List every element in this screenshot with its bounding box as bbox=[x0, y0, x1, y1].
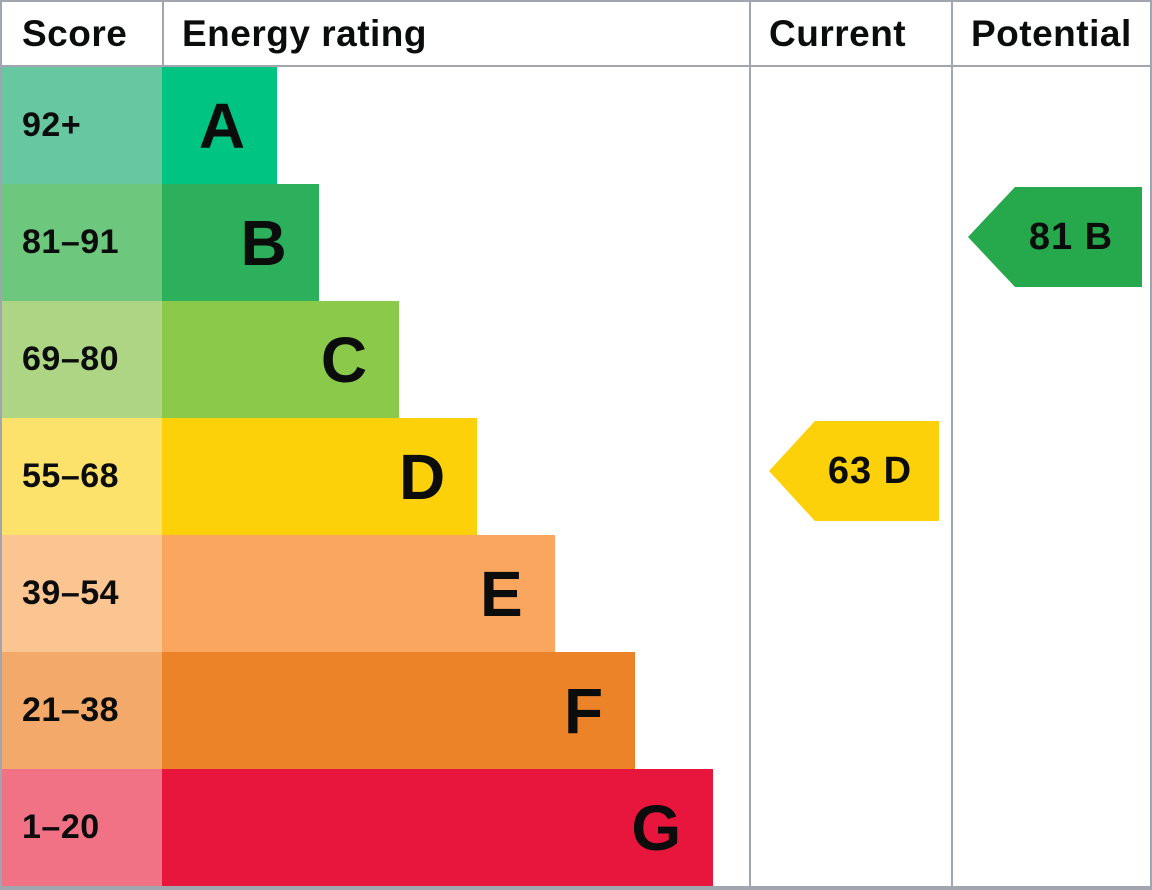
band-bar-cell: C bbox=[162, 301, 749, 418]
column-divider bbox=[951, 301, 953, 418]
column-divider bbox=[749, 301, 751, 418]
current-cell bbox=[751, 67, 951, 184]
header-score: Score bbox=[2, 2, 164, 65]
band-row-f: 21–38 F bbox=[2, 652, 1150, 769]
potential-cell bbox=[953, 535, 1150, 652]
band-bar-cell: E bbox=[162, 535, 749, 652]
column-divider bbox=[749, 184, 751, 301]
band-bar: C bbox=[162, 301, 400, 418]
band-row-b: 81–91 B 81 B bbox=[2, 184, 1150, 301]
band-bar-cell: G bbox=[162, 769, 749, 886]
band-row-e: 39–54 E bbox=[2, 535, 1150, 652]
band-bar: B bbox=[162, 184, 319, 301]
column-divider bbox=[951, 769, 953, 886]
band-score-cell: 39–54 bbox=[2, 535, 162, 652]
band-letter: F bbox=[564, 674, 604, 747]
band-letter: A bbox=[198, 89, 246, 162]
band-score-cell: 1–20 bbox=[2, 769, 162, 886]
header-current: Current bbox=[769, 12, 907, 54]
potential-cell bbox=[953, 418, 1150, 535]
column-divider bbox=[951, 2, 953, 65]
potential-cell bbox=[953, 652, 1150, 769]
potential-cell: 81 B bbox=[953, 184, 1150, 301]
column-divider bbox=[749, 67, 751, 184]
column-divider bbox=[951, 652, 953, 769]
band-bar: E bbox=[162, 535, 555, 652]
band-score-cell: 55–68 bbox=[2, 418, 162, 535]
band-letter: B bbox=[240, 206, 287, 279]
column-divider bbox=[951, 67, 953, 184]
column-divider bbox=[749, 769, 751, 886]
band-row-a: 92+ A bbox=[2, 67, 1150, 184]
header-energy-rating: Energy rating bbox=[182, 12, 427, 54]
potential-rating-label: 81 B bbox=[1028, 215, 1114, 258]
band-bar-cell: F bbox=[162, 652, 749, 769]
band-bar: A bbox=[162, 67, 278, 184]
column-divider bbox=[749, 418, 751, 535]
band-bar-cell: B bbox=[162, 184, 749, 301]
band-score-range: 1–20 bbox=[22, 808, 100, 846]
current-cell bbox=[751, 769, 951, 886]
band-bar: D bbox=[162, 418, 478, 535]
band-score-range: 81–91 bbox=[22, 223, 120, 261]
band-row-c: 69–80 C bbox=[2, 301, 1150, 418]
band-bar-cell: A bbox=[162, 67, 749, 184]
band-score-range: 69–80 bbox=[22, 340, 120, 378]
potential-cell bbox=[953, 769, 1150, 886]
current-rating-arrow-icon: 63 D bbox=[769, 421, 939, 521]
current-cell bbox=[751, 535, 951, 652]
column-divider bbox=[951, 535, 953, 652]
potential-cell bbox=[953, 67, 1150, 184]
current-rating-label: 63 D bbox=[827, 449, 913, 492]
current-cell: 63 D bbox=[751, 418, 951, 535]
band-score-range: 55–68 bbox=[22, 457, 120, 495]
header-potential: Potential bbox=[971, 12, 1132, 54]
band-score-cell: 92+ bbox=[2, 67, 162, 184]
current-cell bbox=[751, 301, 951, 418]
band-letter: G bbox=[631, 791, 682, 864]
band-score-cell: 81–91 bbox=[2, 184, 162, 301]
column-divider bbox=[951, 184, 953, 301]
band-letter: D bbox=[399, 440, 446, 513]
potential-rating-arrow-icon: 81 B bbox=[968, 187, 1142, 287]
chart-header: Score Energy rating Current Potential bbox=[2, 2, 1150, 67]
band-letter: E bbox=[480, 557, 523, 630]
band-bar-cell: D bbox=[162, 418, 749, 535]
band-bar: G bbox=[162, 769, 714, 886]
column-divider bbox=[749, 2, 751, 65]
column-divider bbox=[951, 418, 953, 535]
potential-cell bbox=[953, 301, 1150, 418]
band-score-cell: 69–80 bbox=[2, 301, 162, 418]
band-rows: 92+ A 81–91 B 81 B 69–80 C bbox=[2, 67, 1150, 886]
current-cell bbox=[751, 652, 951, 769]
column-divider bbox=[749, 652, 751, 769]
band-row-d: 55–68 D 63 D bbox=[2, 418, 1150, 535]
band-score-range: 21–38 bbox=[22, 691, 120, 729]
band-bar: F bbox=[162, 652, 636, 769]
band-score-range: 92+ bbox=[22, 106, 82, 144]
band-score-range: 39–54 bbox=[22, 574, 120, 612]
column-divider bbox=[749, 535, 751, 652]
band-row-g: 1–20 G bbox=[2, 769, 1150, 886]
band-score-cell: 21–38 bbox=[2, 652, 162, 769]
current-cell bbox=[751, 184, 951, 301]
band-letter: C bbox=[320, 323, 368, 396]
